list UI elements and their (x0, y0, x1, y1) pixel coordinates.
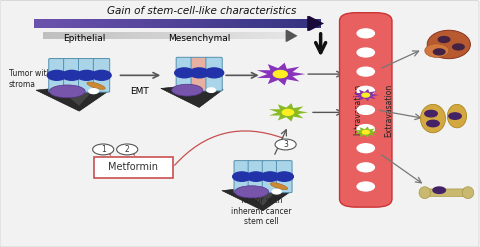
Polygon shape (354, 126, 378, 138)
FancyArrow shape (217, 32, 223, 39)
FancyArrow shape (159, 32, 165, 39)
FancyArrow shape (192, 32, 198, 39)
Circle shape (117, 144, 138, 155)
Ellipse shape (425, 44, 449, 58)
FancyArrow shape (260, 19, 264, 28)
FancyArrow shape (227, 19, 232, 28)
FancyArrow shape (306, 19, 311, 28)
FancyArrow shape (102, 19, 106, 28)
FancyArrow shape (109, 19, 113, 28)
FancyArrow shape (156, 19, 160, 28)
Text: Epithelial: Epithelial (63, 34, 105, 43)
FancyArrow shape (230, 32, 235, 39)
Circle shape (62, 70, 81, 80)
Circle shape (207, 88, 216, 92)
FancyBboxPatch shape (339, 13, 392, 207)
Circle shape (92, 70, 111, 80)
Circle shape (357, 86, 374, 95)
FancyArrow shape (48, 32, 52, 39)
FancyArrow shape (205, 32, 210, 39)
FancyArrow shape (77, 19, 81, 28)
FancyArrow shape (201, 32, 206, 39)
FancyArrow shape (127, 19, 132, 28)
FancyArrow shape (93, 32, 98, 39)
FancyArrow shape (95, 19, 99, 28)
FancyArrow shape (310, 19, 314, 28)
FancyArrow shape (199, 19, 203, 28)
Text: 3: 3 (283, 140, 288, 149)
Ellipse shape (462, 187, 474, 199)
FancyArrow shape (70, 19, 74, 28)
FancyArrow shape (76, 32, 82, 39)
Text: Mesenchymal: Mesenchymal (168, 34, 230, 43)
Circle shape (273, 70, 288, 78)
Text: Tumor with
inherent cancer
stem cell: Tumor with inherent cancer stem cell (231, 196, 292, 226)
FancyArrow shape (176, 32, 181, 39)
FancyArrow shape (152, 19, 156, 28)
FancyArrow shape (64, 32, 69, 39)
Circle shape (204, 68, 224, 78)
FancyArrow shape (238, 19, 242, 28)
FancyBboxPatch shape (206, 57, 222, 91)
FancyArrow shape (87, 19, 92, 28)
Ellipse shape (420, 104, 445, 133)
FancyArrow shape (48, 19, 52, 28)
FancyArrow shape (116, 19, 120, 28)
Polygon shape (55, 83, 96, 106)
Polygon shape (257, 63, 305, 85)
FancyArrow shape (72, 32, 77, 39)
FancyArrow shape (209, 19, 214, 28)
FancyArrow shape (226, 32, 231, 39)
Circle shape (453, 44, 464, 50)
Circle shape (438, 37, 450, 42)
FancyArrow shape (280, 32, 285, 39)
FancyArrow shape (202, 19, 206, 28)
Text: Metformin: Metformin (108, 162, 158, 172)
FancyArrow shape (251, 32, 256, 39)
Circle shape (357, 182, 374, 191)
Circle shape (427, 120, 439, 127)
FancyBboxPatch shape (79, 59, 95, 92)
Ellipse shape (419, 187, 431, 199)
Circle shape (93, 144, 114, 155)
Ellipse shape (87, 82, 105, 89)
Circle shape (433, 187, 445, 193)
FancyArrow shape (101, 32, 107, 39)
FancyArrow shape (55, 19, 60, 28)
FancyArrow shape (220, 19, 225, 28)
FancyArrow shape (143, 32, 148, 39)
FancyArrow shape (172, 32, 177, 39)
FancyArrow shape (109, 32, 115, 39)
FancyArrow shape (126, 32, 132, 39)
FancyArrow shape (285, 19, 289, 28)
FancyArrow shape (180, 19, 185, 28)
FancyArrow shape (80, 19, 85, 28)
FancyArrow shape (134, 32, 140, 39)
FancyArrow shape (286, 30, 298, 42)
FancyArrow shape (44, 19, 49, 28)
FancyArrow shape (238, 32, 243, 39)
Circle shape (362, 130, 369, 134)
Circle shape (357, 67, 374, 76)
FancyArrow shape (62, 19, 67, 28)
FancyBboxPatch shape (49, 59, 65, 92)
FancyArrow shape (118, 32, 123, 39)
FancyArrow shape (97, 32, 102, 39)
FancyArrow shape (155, 32, 160, 39)
FancyArrow shape (151, 32, 156, 39)
Circle shape (357, 144, 374, 153)
Text: EMT: EMT (130, 87, 149, 96)
FancyArrow shape (177, 19, 181, 28)
FancyArrow shape (189, 32, 193, 39)
FancyArrow shape (168, 32, 173, 39)
FancyArrow shape (148, 19, 153, 28)
FancyArrow shape (56, 32, 61, 39)
FancyArrow shape (247, 32, 252, 39)
FancyArrow shape (224, 19, 228, 28)
FancyArrow shape (164, 32, 168, 39)
FancyArrow shape (216, 19, 221, 28)
FancyArrow shape (84, 32, 90, 39)
FancyArrow shape (114, 32, 119, 39)
FancyArrow shape (271, 32, 276, 39)
